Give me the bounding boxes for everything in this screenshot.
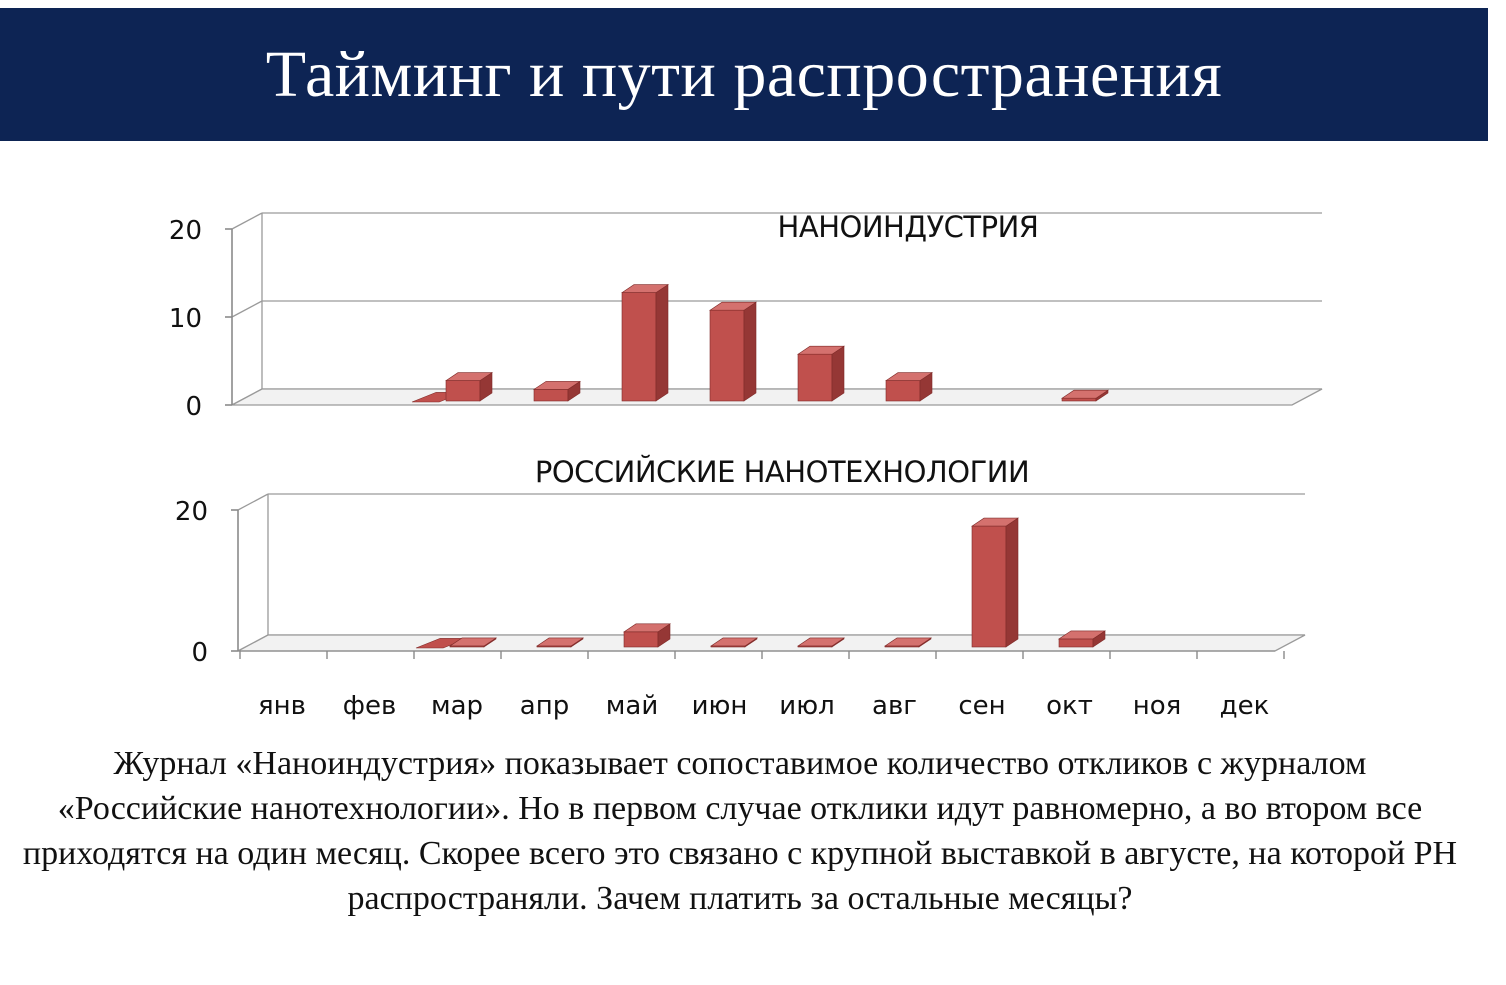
bar-front bbox=[797, 353, 833, 402]
x-tick-label: янв bbox=[258, 691, 306, 721]
bar-front bbox=[621, 292, 657, 402]
chart-title: РОССИЙСКИЕ НАНОТЕХНОЛОГИИ bbox=[535, 455, 1029, 489]
bar-side bbox=[1005, 517, 1019, 648]
bar-май bbox=[623, 623, 671, 648]
x-tick-label: мар bbox=[431, 691, 483, 721]
bar-авг bbox=[884, 637, 932, 648]
bar-top bbox=[797, 637, 845, 647]
bar-top bbox=[445, 372, 493, 381]
bar-side bbox=[831, 345, 845, 402]
bar-мар bbox=[449, 637, 497, 648]
chart-title: НАНОИНДУСТРИЯ bbox=[778, 210, 1039, 244]
bar-top bbox=[709, 301, 757, 311]
bar-май bbox=[621, 284, 669, 402]
chart-floor bbox=[237, 634, 1306, 652]
bar-top bbox=[971, 517, 1019, 527]
bar-top bbox=[536, 637, 584, 647]
chart-2: 0 20 РОССИЙСКИЕ НАНОТЕХНОЛОГИИ bbox=[175, 455, 1306, 668]
x-tick-label: июн bbox=[692, 691, 748, 721]
gridline-depth bbox=[231, 300, 263, 318]
bar-мар bbox=[445, 372, 493, 402]
x-tick-label: авг bbox=[872, 691, 917, 721]
x-tick-label: окт bbox=[1046, 691, 1093, 721]
y-tick-label: 0 bbox=[191, 638, 208, 668]
x-tick-label: апр bbox=[520, 691, 569, 721]
bar-front bbox=[533, 389, 569, 402]
y-tick-label: 10 bbox=[169, 304, 202, 334]
bar-top bbox=[533, 381, 581, 390]
bar-top bbox=[623, 623, 671, 633]
bar-top bbox=[710, 637, 758, 647]
x-tick-label: сен bbox=[958, 691, 1005, 721]
y-tick-label: 20 bbox=[175, 497, 208, 527]
bar-top bbox=[449, 637, 497, 647]
bar-front bbox=[445, 380, 481, 402]
bar-июл bbox=[797, 637, 845, 648]
bar-авг bbox=[885, 372, 933, 402]
bar-front bbox=[971, 525, 1007, 648]
bar-top bbox=[1061, 389, 1109, 399]
y-tick-label: 0 bbox=[185, 392, 202, 422]
bar-апр bbox=[533, 380, 581, 402]
bar-июн bbox=[709, 301, 757, 402]
bar-top bbox=[621, 284, 669, 293]
slide-caption: Журнал «Наноиндустрия» показывает сопост… bbox=[22, 745, 1458, 917]
title-bar: Тайминг и пути распространения bbox=[0, 8, 1488, 141]
bar-front bbox=[709, 309, 745, 402]
chart-floor bbox=[231, 388, 1323, 406]
bar-top bbox=[1058, 630, 1106, 640]
chart-1: 0 10 20 НАНОИНДУСТРИЯ bbox=[169, 210, 1323, 422]
bar-top bbox=[884, 637, 932, 647]
bar-окт bbox=[1058, 630, 1106, 648]
y-tick-label: 20 bbox=[169, 216, 202, 246]
bar-окт bbox=[1061, 389, 1109, 402]
x-tick-label: ноя bbox=[1133, 691, 1182, 721]
bar-июн bbox=[710, 637, 758, 648]
bar-front bbox=[623, 631, 659, 648]
x-tick-label: дек bbox=[1220, 691, 1270, 721]
bar-июл bbox=[797, 345, 845, 402]
x-tick-label: июл bbox=[779, 691, 834, 721]
x-tick-label: май bbox=[606, 691, 658, 721]
bar-top bbox=[797, 345, 845, 355]
bar-side bbox=[743, 301, 757, 402]
slide-title: Тайминг и пути распространения bbox=[265, 37, 1223, 111]
bar-апр bbox=[536, 637, 584, 648]
bar-сен bbox=[971, 517, 1019, 648]
bar-front bbox=[1061, 397, 1097, 402]
bar-front bbox=[885, 380, 921, 402]
x-tick-label: фев bbox=[343, 691, 397, 721]
gridline-depth bbox=[237, 493, 269, 511]
bar-side bbox=[655, 284, 669, 402]
charts-area: 0 10 20 НАНОИНДУСТРИЯ 0 20 РОССИЙСКИЕ НАНОТЕХН… bbox=[169, 210, 1323, 721]
bar-front bbox=[1058, 638, 1094, 648]
gridline-depth bbox=[231, 212, 263, 230]
bar-top bbox=[885, 372, 933, 381]
